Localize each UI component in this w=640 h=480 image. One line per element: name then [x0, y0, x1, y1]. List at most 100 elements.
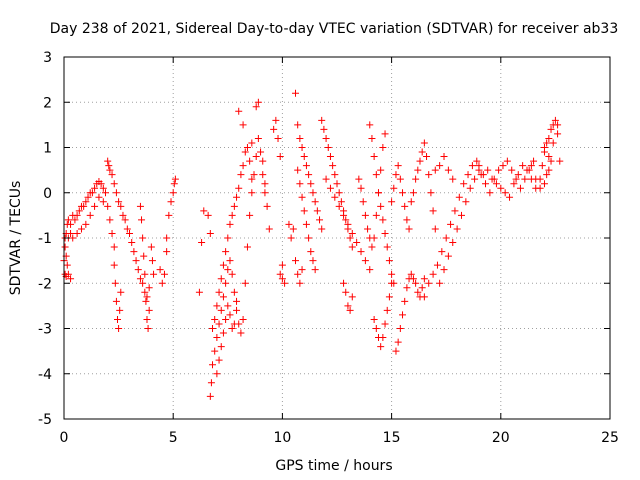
data-point — [440, 153, 448, 161]
data-point — [451, 207, 459, 215]
data-point — [348, 229, 356, 237]
data-point — [276, 270, 284, 278]
data-point — [388, 270, 396, 278]
data-point — [143, 315, 151, 323]
data-point — [278, 261, 286, 269]
data-point — [142, 297, 150, 305]
data-point — [545, 153, 553, 161]
data-point — [407, 198, 415, 206]
data-point — [167, 198, 175, 206]
data-point — [294, 121, 302, 129]
data-point — [219, 293, 227, 301]
data-point — [121, 216, 129, 224]
data-point — [326, 153, 334, 161]
data-point — [492, 180, 500, 188]
data-point — [126, 229, 134, 237]
data-point — [233, 306, 241, 314]
data-point — [106, 216, 114, 224]
data-point — [209, 361, 217, 369]
data-point — [169, 189, 177, 197]
y-tick-label: -1 — [38, 231, 52, 247]
data-point — [106, 166, 114, 174]
axis-ticks-layer: 0 5 10 15 20 25 -5 -4 -3 -2 -1 0 1 2 3 — [38, 50, 619, 446]
data-point — [368, 134, 376, 142]
data-point — [309, 257, 317, 265]
data-point — [385, 257, 393, 265]
data-point — [239, 315, 247, 323]
data-point — [215, 288, 223, 296]
data-point — [82, 220, 90, 228]
data-point — [246, 157, 254, 165]
x-tick-label: 25 — [601, 430, 619, 446]
y-tick-label: 2 — [43, 95, 52, 111]
data-point — [401, 297, 409, 305]
data-point — [420, 275, 428, 283]
data-point — [108, 229, 116, 237]
data-point — [91, 184, 99, 192]
data-point — [449, 175, 457, 183]
data-point — [414, 166, 422, 174]
data-point — [140, 252, 148, 260]
data-point — [211, 315, 219, 323]
data-point — [270, 125, 278, 133]
data-point — [257, 148, 265, 156]
data-point — [104, 202, 112, 210]
data-point — [414, 288, 422, 296]
data-point — [316, 216, 324, 224]
data-point — [394, 162, 402, 170]
data-point — [67, 229, 75, 237]
data-point — [392, 171, 400, 179]
data-point — [254, 98, 262, 106]
data-point — [276, 153, 284, 161]
data-point — [296, 134, 304, 142]
data-point — [158, 279, 166, 287]
data-point — [399, 189, 407, 197]
data-point — [521, 175, 529, 183]
data-point — [357, 248, 365, 256]
data-point — [84, 193, 92, 201]
data-point — [213, 370, 221, 378]
data-point — [431, 166, 439, 174]
data-point — [409, 189, 417, 197]
data-point — [379, 144, 387, 151]
data-point — [495, 166, 503, 174]
data-point — [490, 175, 498, 183]
data-point — [359, 198, 367, 206]
data-point — [281, 279, 289, 287]
data-point — [265, 225, 273, 233]
data-point — [364, 225, 372, 233]
data-point — [390, 184, 398, 192]
data-point — [235, 184, 243, 192]
data-point — [217, 275, 225, 283]
data-point — [381, 229, 389, 237]
data-point — [447, 220, 455, 228]
data-point — [88, 189, 96, 197]
data-point — [427, 189, 435, 197]
data-point — [117, 202, 125, 210]
data-point — [209, 325, 217, 332]
data-point — [444, 166, 452, 174]
data-point — [322, 175, 330, 183]
data-point — [298, 144, 306, 151]
data-point — [416, 157, 424, 165]
data-point — [130, 248, 138, 256]
data-point — [141, 288, 149, 296]
data-point — [80, 202, 88, 210]
data-point — [418, 148, 426, 156]
data-point — [477, 171, 485, 179]
data-point — [305, 171, 313, 179]
data-point — [163, 248, 171, 256]
data-point — [116, 306, 124, 314]
data-point — [246, 211, 254, 219]
data-points-layer — [60, 89, 564, 400]
data-point — [250, 171, 258, 179]
data-point — [287, 234, 295, 242]
data-point — [322, 134, 330, 142]
data-point — [475, 162, 483, 170]
data-point — [115, 325, 123, 332]
data-point — [110, 243, 118, 251]
data-point — [217, 306, 225, 314]
data-point — [346, 306, 354, 314]
data-point — [61, 243, 69, 251]
x-tick-label: 15 — [383, 430, 401, 446]
